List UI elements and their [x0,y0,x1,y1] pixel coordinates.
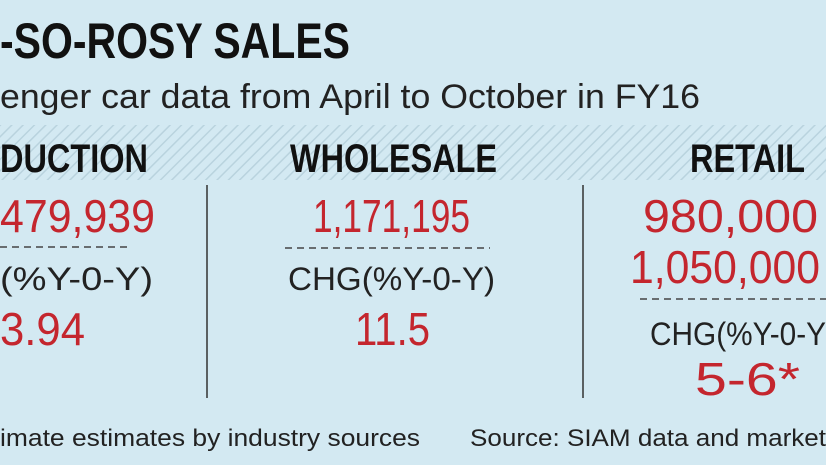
figure: 479,939 [0,190,155,242]
change-value: 5-6* [695,353,800,405]
change-label: (%Y-0-Y) [0,261,153,297]
figure: 1,171,195 [313,190,470,242]
change-value: 11.5 [355,303,430,355]
change-label: CHG(%Y-0-Y [650,316,826,352]
source: Source: SIAM data and market [470,425,826,452]
column-header: WHOLESALE [290,137,497,181]
column-header: RETAIL [690,137,805,181]
footnote: imate estimates by industry sources [0,425,420,452]
figure: 980,000 [643,190,818,242]
figure: 1,050,000 [630,241,820,293]
header-band [0,125,826,180]
change-label: CHG(%Y-0-Y) [288,261,495,297]
subtitle: enger car data from April to October in … [0,78,700,116]
change-value: 3.94 [0,303,85,355]
title: -SO-ROSY SALES [0,13,350,69]
column-header: DUCTION [0,137,148,181]
